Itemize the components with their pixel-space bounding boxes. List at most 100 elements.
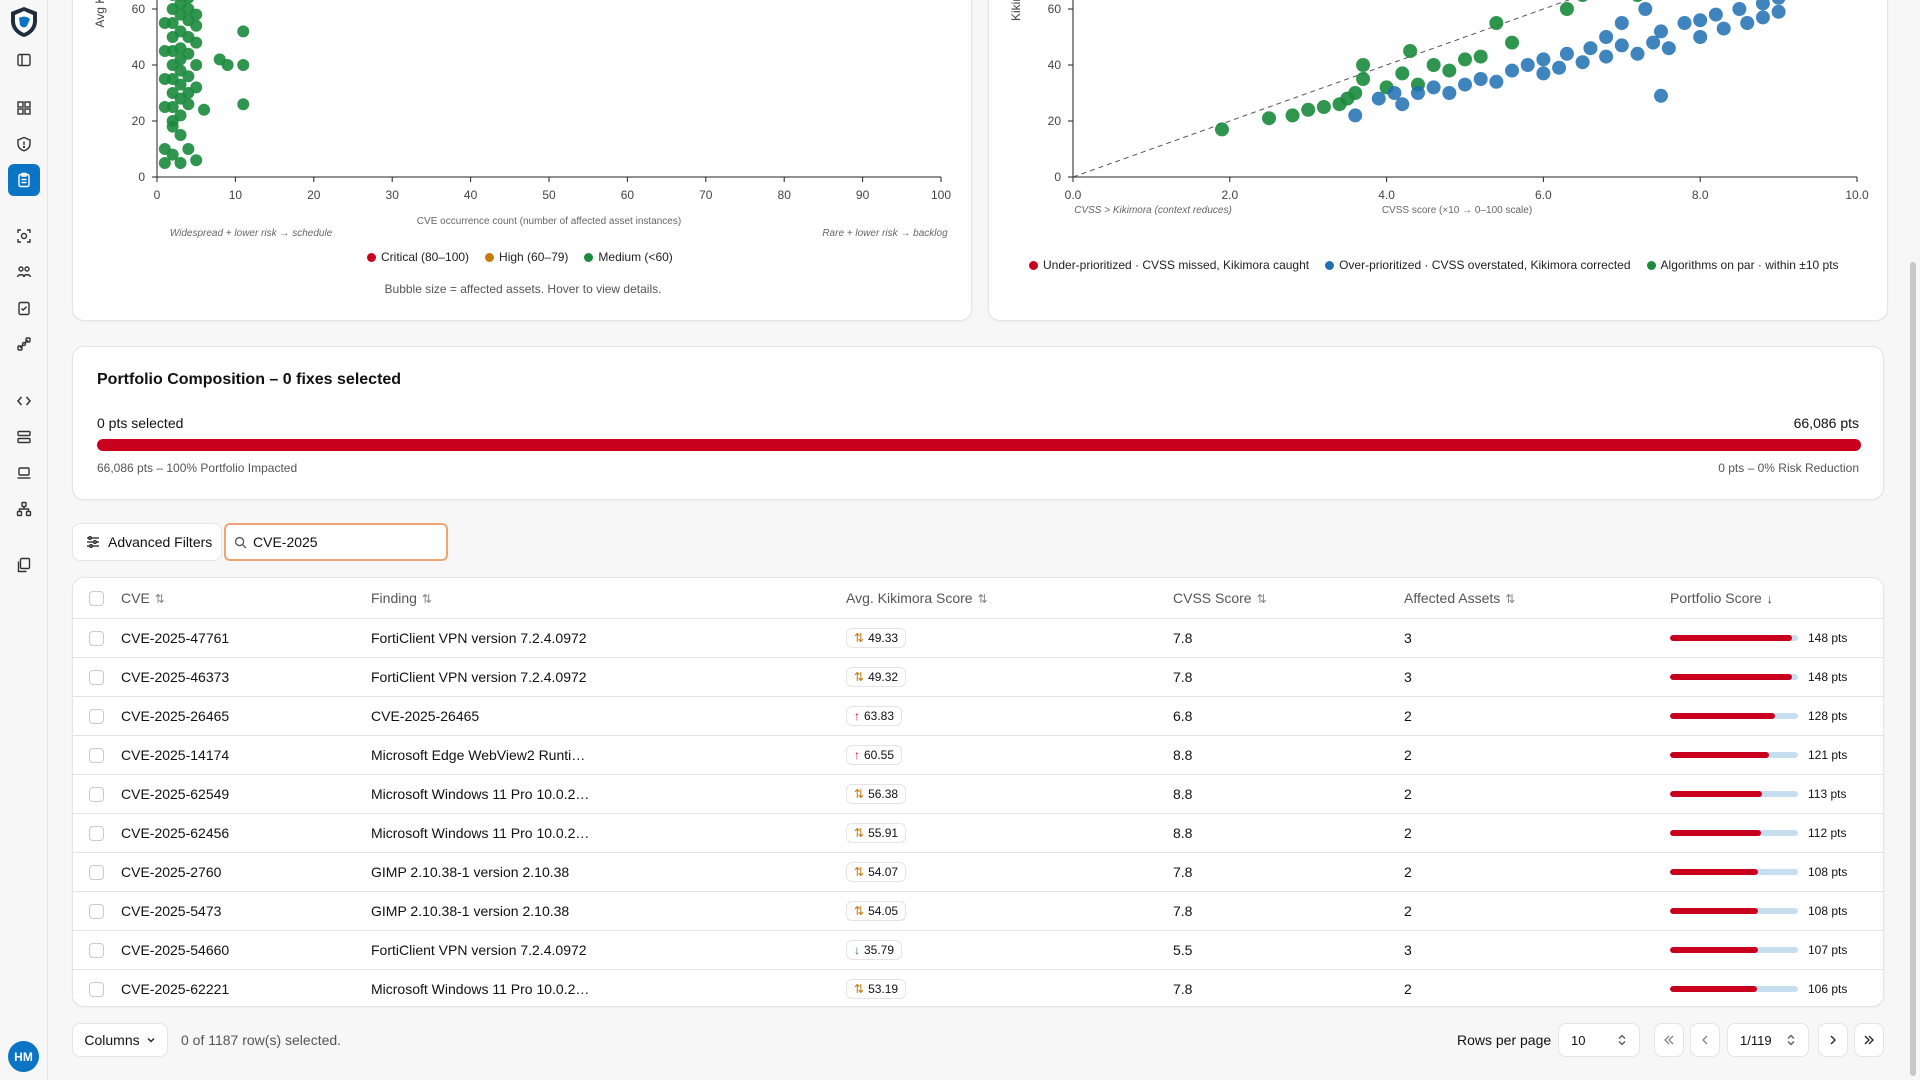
table-row[interactable]: CVE-2025-62456 Microsoft Windows 11 Pro 1… [73, 813, 1883, 853]
legend-high[interactable]: High (60–79) [485, 250, 568, 264]
arrow-up-icon: ↑ [854, 708, 860, 723]
checklist-icon[interactable] [13, 297, 35, 319]
table-row[interactable]: CVE-2025-26465 CVE-2025-26465 ↑ 63.83 6.8 2 12… [73, 696, 1883, 736]
users-icon[interactable] [13, 261, 35, 283]
legend-under-label: Under-prioritized · CVSS missed, Kikimor… [1043, 258, 1310, 272]
data-point-medium [237, 59, 250, 71]
row-checkbox[interactable] [89, 747, 104, 763]
row-checkbox[interactable] [89, 630, 104, 646]
col-portfolio-score[interactable]: Portfolio Score ↓ [1670, 578, 1883, 619]
sidebar-toggle-icon[interactable] [13, 49, 35, 71]
cell-cve[interactable]: CVE-2025-2760 [121, 852, 371, 892]
documents-icon[interactable] [13, 554, 35, 576]
row-checkbox[interactable] [89, 708, 104, 724]
x-tick-label: 10.0 [1845, 188, 1869, 202]
cell-kikimora-score: ↓ 35.79 [846, 930, 1173, 970]
table-row[interactable]: CVE-2025-62549 Microsoft Windows 11 Pro 1… [73, 774, 1883, 814]
cell-cve[interactable]: CVE-2025-5473 [121, 891, 371, 931]
server-icon[interactable] [13, 426, 35, 448]
arrow-down-icon: ↓ [854, 942, 860, 957]
clipboard-icon[interactable] [8, 164, 40, 196]
chevron-right-icon [1830, 1035, 1836, 1045]
rows-per-page-select[interactable]: 10 [1558, 1023, 1640, 1057]
cell-cve[interactable]: CVE-2025-62549 [121, 774, 371, 814]
cell-portfolio: 108 pts [1670, 891, 1883, 931]
advanced-filters-button[interactable]: Advanced Filters [72, 523, 222, 561]
portfolio-composition-card: Portfolio Composition – 0 fixes selected… [72, 346, 1884, 500]
data-point-over-prioritized [1638, 2, 1653, 16]
dashboard-icon[interactable] [13, 97, 35, 119]
cell-cve[interactable]: CVE-2025-47761 [121, 618, 371, 658]
page-select[interactable]: 1/119 [1727, 1023, 1809, 1057]
row-checkbox[interactable] [89, 982, 104, 998]
laptop-icon[interactable] [13, 462, 35, 484]
table-row[interactable]: CVE-2025-2760 GIMP 2.10.38-1 version 2.10… [73, 852, 1883, 892]
data-point-over-prioritized [1458, 77, 1472, 92]
legend-over-prioritized[interactable]: Over-prioritized · CVSS overstated, Kiki… [1325, 258, 1631, 272]
cell-cve[interactable]: CVE-2025-26465 [121, 696, 371, 736]
portfolio-points: 121 pts [1808, 747, 1848, 762]
data-point-on-par [1489, 16, 1504, 30]
data-point-on-par [1473, 49, 1488, 64]
next-page-button[interactable] [1818, 1023, 1848, 1057]
columns-button[interactable]: Columns [72, 1023, 168, 1057]
legend-under-prioritized[interactable]: Under-prioritized · CVSS missed, Kikimor… [1029, 258, 1309, 272]
app-logo-icon[interactable] [9, 6, 39, 38]
table-row[interactable]: CVE-2025-62221 Microsoft Windows 11 Pro 1… [73, 969, 1883, 1006]
data-point-over-prioritized [1559, 46, 1574, 61]
last-page-button[interactable] [1854, 1023, 1884, 1057]
row-checkbox[interactable] [89, 825, 104, 841]
data-point-medium [174, 129, 187, 141]
data-point-on-par [1395, 66, 1410, 81]
col-assets-label: Affected Assets [1404, 589, 1501, 606]
score-badge: ⇅ 55.91 [846, 822, 907, 843]
prev-page-button[interactable] [1690, 1023, 1720, 1057]
cell-cve[interactable]: CVE-2025-14174 [121, 735, 371, 775]
cell-cve[interactable]: CVE-2025-54660 [121, 930, 371, 970]
table-row[interactable]: CVE-2025-5473 GIMP 2.10.38-1 version 2.10… [73, 891, 1883, 931]
table-row[interactable]: CVE-2025-14174 Microsoft Edge WebView2 Ru… [73, 735, 1883, 775]
data-point-over-prioritized [1473, 72, 1488, 86]
cvss-comparison-chart-card: 0.0 2.0 4.0 6.0 8.0 10.0 0 20 40 60 Kikimor CVSS sc… [988, 0, 1888, 321]
first-page-button[interactable] [1654, 1023, 1684, 1057]
row-checkbox[interactable] [89, 864, 104, 880]
x-tick-label: 80 [778, 188, 792, 202]
cell-finding: Microsoft Windows 11 Pro 10.0.2… [371, 980, 590, 997]
data-point-over-prioritized [1693, 13, 1708, 28]
row-checkbox[interactable] [89, 669, 104, 685]
code-icon[interactable] [13, 390, 35, 412]
portfolio-title: Portfolio Composition – 0 fixes selected [97, 371, 402, 388]
col-finding[interactable]: Finding ⇅ [371, 578, 846, 619]
row-checkbox[interactable] [89, 786, 104, 802]
portfolio-mini-bar [1670, 751, 1798, 758]
shield-icon[interactable] [13, 133, 35, 155]
legend-critical[interactable]: Critical (80–100) [367, 250, 469, 264]
score-badge: ⇅ 49.32 [846, 666, 907, 687]
cell-kikimora-score: ↑ 60.55 [846, 735, 1173, 775]
col-kikimora-score[interactable]: Avg. Kikimora Score ⇅ [846, 578, 1173, 619]
select-all-checkbox[interactable] [89, 591, 104, 607]
cell-cve[interactable]: CVE-2025-62456 [121, 813, 371, 853]
cell-portfolio: 113 pts [1670, 774, 1883, 814]
search-input[interactable] [253, 534, 433, 550]
legend-medium[interactable]: Medium (<60) [584, 250, 673, 264]
col-cve[interactable]: CVE ⇅ [121, 578, 371, 619]
integrations-icon[interactable] [13, 333, 35, 355]
x-tick-label: 8.0 [1692, 188, 1709, 202]
page-scrollbar[interactable] [1910, 262, 1916, 1076]
col-affected-assets[interactable]: Affected Assets ⇅ [1404, 578, 1670, 619]
row-checkbox[interactable] [89, 903, 104, 919]
cell-cve[interactable]: CVE-2025-46373 [121, 657, 371, 697]
table-row[interactable]: CVE-2025-47761 FortiClient VPN version 7.… [73, 618, 1883, 658]
user-avatar[interactable]: HM [8, 1041, 39, 1072]
scan-icon[interactable] [13, 225, 35, 247]
legend-on-par[interactable]: Algorithms on par · within ±10 pts [1646, 258, 1839, 272]
cell-cve[interactable]: CVE-2025-62221 [121, 980, 230, 997]
table-row[interactable]: CVE-2025-46373 FortiClient VPN version 7.… [73, 657, 1883, 697]
row-checkbox[interactable] [89, 942, 104, 958]
table-row[interactable]: CVE-2025-54660 FortiClient VPN version 7.… [73, 930, 1883, 970]
col-cvss-score[interactable]: CVSS Score ⇅ [1173, 578, 1404, 619]
network-icon[interactable] [13, 498, 35, 520]
cell-finding: FortiClient VPN version 7.2.4.0972 [371, 618, 846, 658]
search-box[interactable] [224, 523, 448, 561]
